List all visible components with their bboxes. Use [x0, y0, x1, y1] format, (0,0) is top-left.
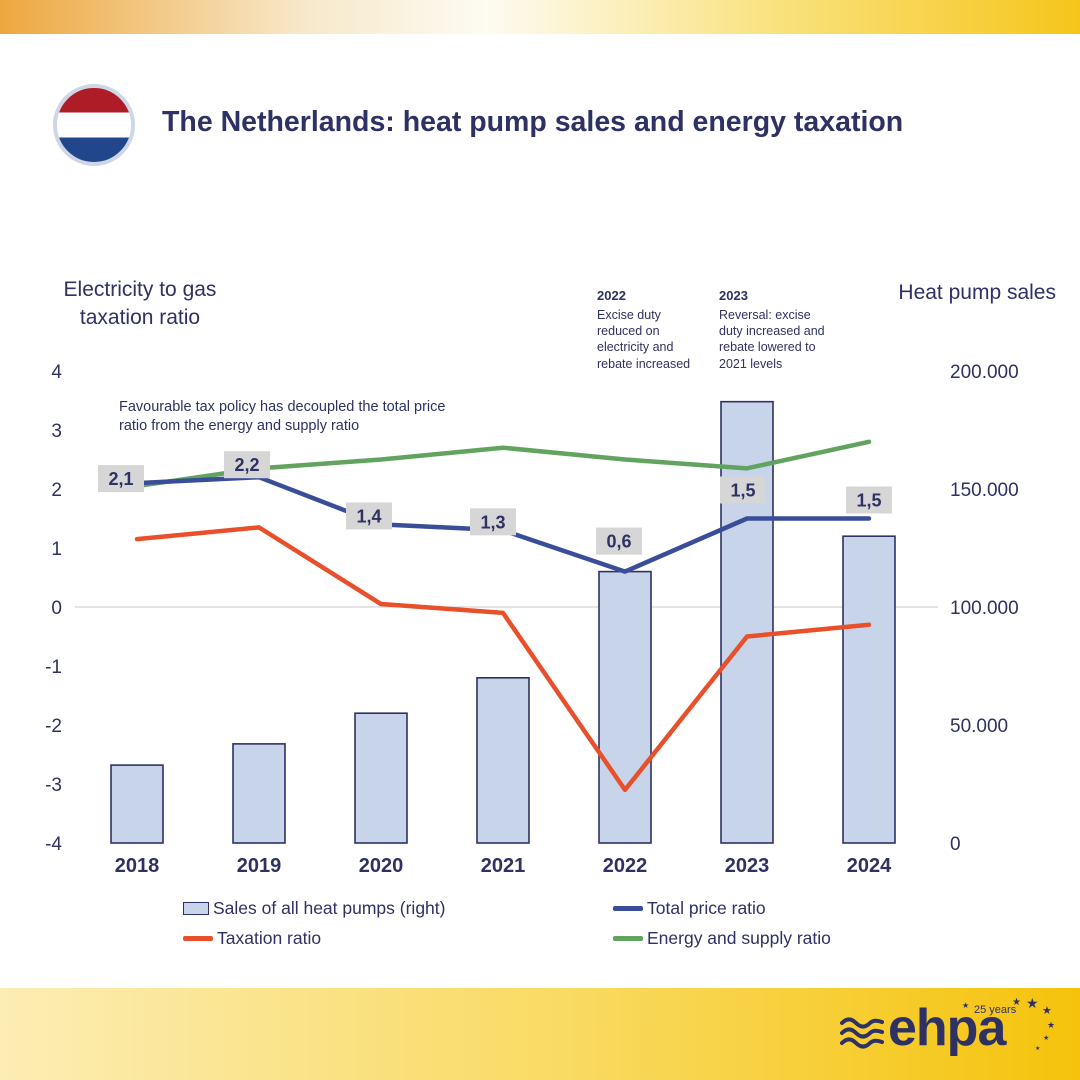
data-label: 1,5 — [856, 491, 881, 511]
star-icon: ★ — [1042, 1005, 1052, 1017]
legend-item-total-price: Total price ratio — [613, 898, 903, 919]
x-axis-label-2022: 2022 — [603, 855, 648, 877]
star-icon: ★ — [1035, 1046, 1041, 1052]
left-tick: 2 — [51, 480, 62, 501]
right-tick: 150.000 — [950, 480, 1019, 501]
sales-bar-2024 — [842, 535, 896, 844]
left-tick: -2 — [45, 716, 62, 737]
right-tick: 100.000 — [950, 598, 1019, 619]
sales-bar-2019 — [232, 743, 286, 844]
legend-label-total-price: Total price ratio — [647, 898, 766, 918]
left-tick: 4 — [51, 362, 62, 383]
left-tick: -3 — [45, 775, 62, 796]
left-tick: -1 — [45, 657, 62, 678]
top-gradient-bar — [0, 0, 1080, 34]
blue-line-swatch-icon — [613, 906, 643, 911]
annotation-2022: 2022 Excise duty reduced on electricity … — [597, 288, 697, 372]
left-axis-title-line1: Electricity to gas — [63, 278, 217, 301]
star-icon: ★ — [962, 1001, 970, 1010]
left-tick: -4 — [45, 834, 62, 855]
annotation-2023-title: 2023 — [719, 288, 748, 303]
x-axis-label-2018: 2018 — [115, 855, 160, 877]
green-line-swatch-icon — [613, 936, 643, 941]
sales-bar-2022 — [598, 570, 652, 844]
left-tick: 3 — [51, 421, 62, 442]
left-tick: 0 — [51, 598, 62, 619]
legend-item-energy-supply: Energy and supply ratio — [613, 928, 903, 949]
left-axis-title-line2: taxation ratio — [79, 306, 201, 330]
sales-bar-2020 — [354, 712, 408, 844]
data-label: 1,3 — [480, 512, 505, 532]
x-axis-label-2020: 2020 — [359, 855, 404, 877]
data-label: 0,6 — [606, 532, 631, 552]
annotation-2023: 2023 Reversal: excise duty increased and… — [719, 288, 825, 372]
sales-bar-2021 — [476, 676, 530, 844]
sales-bar-2018 — [110, 764, 164, 844]
anniversary-label: 25 years — [974, 1004, 1017, 1016]
left-axis-title: Electricity to gas taxation ratio — [34, 276, 246, 333]
data-label-box — [224, 451, 270, 479]
x-axis-label-2024: 2024 — [847, 855, 892, 877]
tax-policy-note: Favourable tax policy has decoupled the … — [119, 399, 446, 435]
right-tick: 200.000 — [950, 362, 1019, 383]
star-icon: ★ — [1043, 1035, 1050, 1042]
x-axis-label-2021: 2021 — [481, 855, 526, 877]
bar-swatch-icon — [183, 902, 209, 915]
orange-line-swatch-icon — [183, 936, 213, 941]
left-tick: 1 — [51, 539, 62, 560]
data-label: 2,2 — [234, 455, 259, 475]
ehpa-brand-text: ehpa — [888, 999, 1006, 1057]
legend-item-taxation: Taxation ratio — [183, 928, 613, 949]
bottom-gradient-bar: ehpa 25 years ★ ★ ★ ★ ★ ★ ★ — [0, 988, 1080, 1080]
chart-legend: Sales of all heat pumps (right) Total pr… — [183, 898, 903, 949]
legend-label-taxation: Taxation ratio — [217, 928, 322, 948]
data-label-box — [720, 476, 766, 504]
legend-label-energy-supply: Energy and supply ratio — [647, 928, 831, 948]
data-label-box — [596, 527, 642, 555]
star-icon: ★ — [1047, 1020, 1056, 1030]
data-label: 1,4 — [356, 506, 381, 526]
annotation-2023-body: Reversal: excise duty increased and reba… — [719, 307, 825, 371]
data-label: 2,1 — [108, 469, 133, 489]
x-axis-label-2023: 2023 — [725, 855, 770, 877]
data-label: 1,5 — [730, 481, 755, 501]
netherlands-flag-icon — [53, 84, 135, 166]
sales-bar-2023 — [720, 400, 774, 844]
right-tick: 0 — [950, 834, 961, 855]
star-icon: ★ — [1012, 997, 1021, 1008]
legend-item-sales: Sales of all heat pumps (right) — [183, 898, 613, 919]
data-label-box — [98, 465, 144, 493]
ehpa-wave-icon — [840, 1017, 884, 1049]
taxation-line — [134, 525, 872, 793]
right-tick: 50.000 — [950, 716, 1008, 737]
legend-label-sales: Sales of all heat pumps (right) — [213, 898, 446, 918]
data-label-box — [470, 508, 516, 536]
annotation-2022-title: 2022 — [597, 288, 626, 303]
star-icon: ★ — [1026, 995, 1039, 1011]
ehpa-logo: ehpa 25 years ★ ★ ★ ★ ★ ★ ★ — [840, 996, 1056, 1072]
page-title: The Netherlands: heat pump sales and ene… — [162, 106, 904, 138]
x-axis-label-2019: 2019 — [237, 855, 282, 877]
annotation-2022-body: Excise duty reduced on electricity and r… — [597, 307, 691, 371]
data-label-box — [846, 486, 892, 514]
data-label-box — [346, 502, 392, 530]
right-axis-title: Heat pump sales — [898, 281, 1056, 304]
